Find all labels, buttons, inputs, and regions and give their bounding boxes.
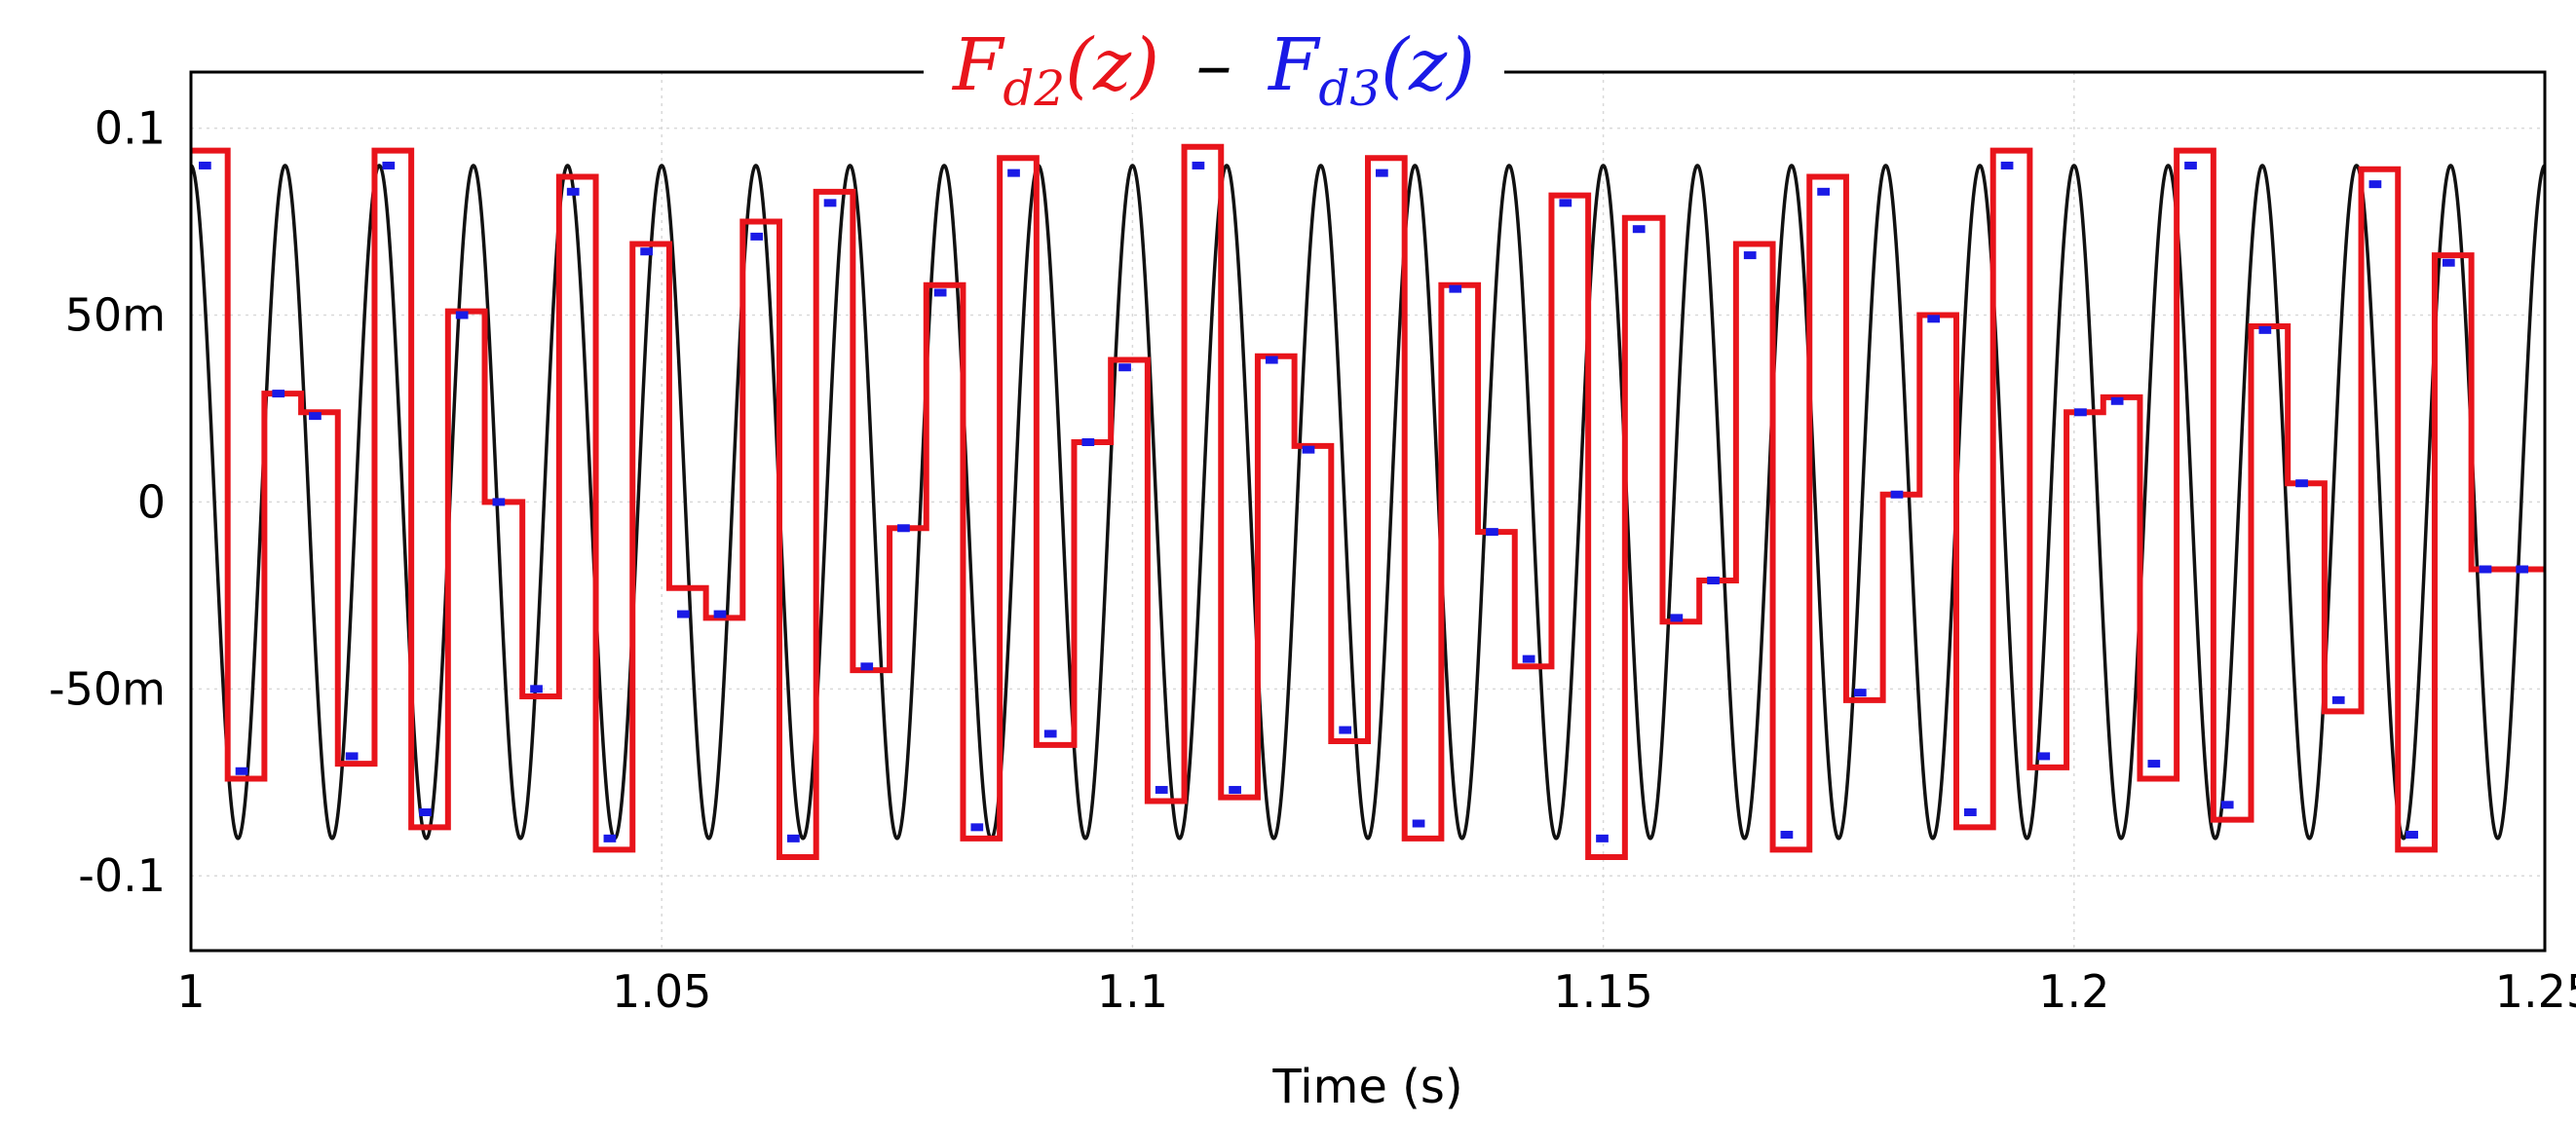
x-tick-label: 1.1 [1097, 965, 1168, 1018]
legend-fd2-subscript: d2 [1003, 60, 1065, 117]
x-tick-label: 1.05 [612, 965, 711, 1018]
legend-fd3-subscript: d3 [1318, 60, 1381, 117]
legend-entry-fd3: Fd3(z) [1267, 23, 1475, 117]
x-tick-label: 1 [176, 965, 205, 1018]
legend-fd2-symbol: F [951, 23, 1005, 107]
fd2-step-line [191, 143, 2545, 861]
ticks: 1 1.05 1.1 1.15 1.2 1.25 0.1 50m 0 -50m -0.1 [49, 102, 2576, 1018]
x-axis-title: Time (s) [1271, 1060, 1462, 1114]
y-tick-label: 0 [137, 475, 166, 528]
x-tick-label: 1.2 [2038, 965, 2109, 1018]
y-tick-label: -50m [49, 662, 166, 715]
legend-fd3-symbol: F [1267, 23, 1321, 107]
x-tick-label: 1.25 [2495, 965, 2576, 1018]
legend-backdrop [924, 19, 1504, 113]
legend-fd3-arg: (z) [1381, 23, 1475, 107]
x-tick-label: 1.15 [1553, 965, 1652, 1018]
y-tick-label: 0.1 [95, 102, 166, 155]
y-tick-label: -0.1 [78, 849, 166, 902]
series-layer [191, 143, 2545, 861]
y-tick-label: 50m [65, 288, 166, 341]
signal-line [191, 164, 2545, 841]
legend-fd2-arg: (z) [1065, 23, 1159, 107]
legend: Fd2(z) – Fd3(z) [951, 23, 1475, 117]
legend-entry-fd2: Fd2(z) [951, 23, 1182, 117]
legend-separator: – [1196, 23, 1232, 107]
